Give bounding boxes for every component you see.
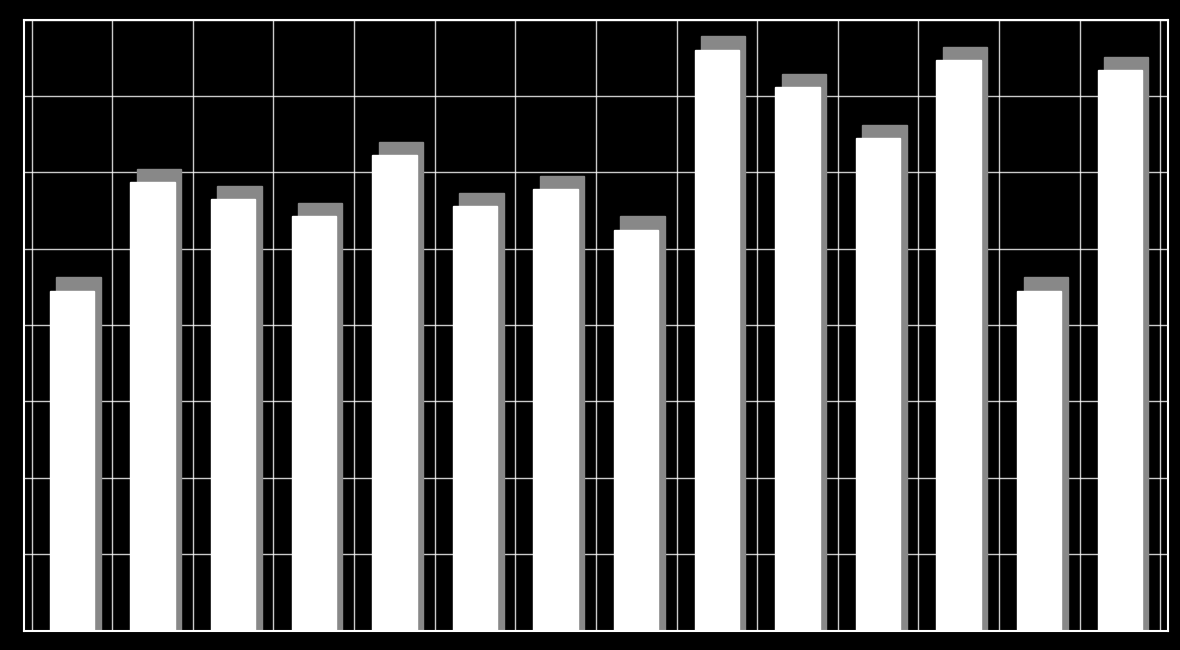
Bar: [540, 176, 584, 630]
Bar: [937, 60, 981, 630]
Bar: [1023, 278, 1068, 630]
Bar: [211, 200, 255, 630]
Bar: [50, 291, 94, 630]
Bar: [453, 206, 497, 630]
Bar: [1104, 57, 1148, 630]
Bar: [372, 155, 417, 630]
Bar: [57, 278, 100, 630]
Bar: [621, 216, 664, 630]
Bar: [863, 125, 906, 630]
Bar: [614, 230, 658, 630]
Bar: [695, 50, 739, 630]
Bar: [379, 142, 422, 630]
Bar: [459, 192, 504, 630]
Bar: [781, 74, 826, 630]
Bar: [701, 36, 746, 630]
Bar: [533, 189, 578, 630]
Bar: [775, 87, 820, 630]
Bar: [137, 169, 182, 630]
Bar: [131, 183, 175, 630]
Bar: [1017, 291, 1061, 630]
Bar: [299, 203, 342, 630]
Bar: [217, 186, 262, 630]
Bar: [856, 138, 900, 630]
Bar: [1097, 70, 1142, 630]
Bar: [943, 47, 988, 630]
Bar: [291, 216, 336, 630]
